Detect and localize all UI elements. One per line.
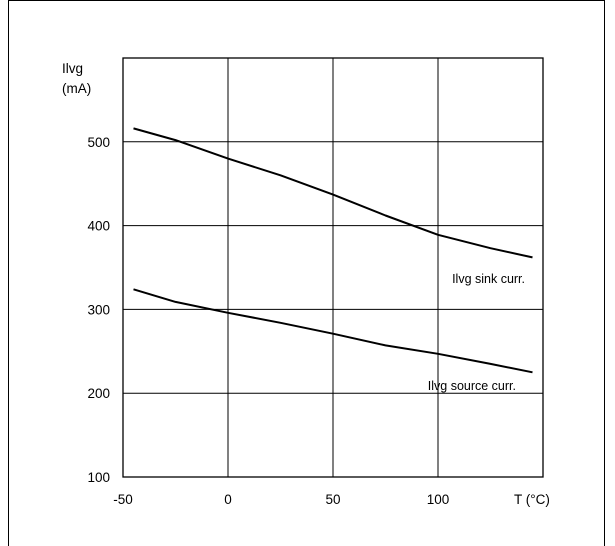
x-tick-label: -50 [113,492,133,507]
figure-frame [8,0,605,546]
labels-group: -50 0 50 100 100 200 300 400 500 Ilvg sink curr. I… [87,135,525,507]
series-line [133,288,533,374]
y-axis-label: Ilvg [62,61,83,76]
plot-area-border [122,57,544,478]
grid [123,58,543,477]
x-tick-label: 0 [224,492,232,507]
y-axis-unit-label: (mA) [62,81,91,96]
series-label: Ilvg sink curr. [452,272,525,286]
series-group [133,127,533,374]
y-tick-label: 500 [87,135,110,150]
x-tick-label: 50 [325,492,340,507]
series-line [133,127,533,259]
y-tick-label: 100 [87,470,110,485]
x-axis-label: T (°C) [514,492,550,507]
y-tick-label: 300 [87,302,110,317]
series-label: Ilvg source curr. [428,379,516,393]
x-tick-label: 100 [427,492,450,507]
y-tick-label: 400 [87,219,110,234]
y-tick-label: 200 [87,386,110,401]
